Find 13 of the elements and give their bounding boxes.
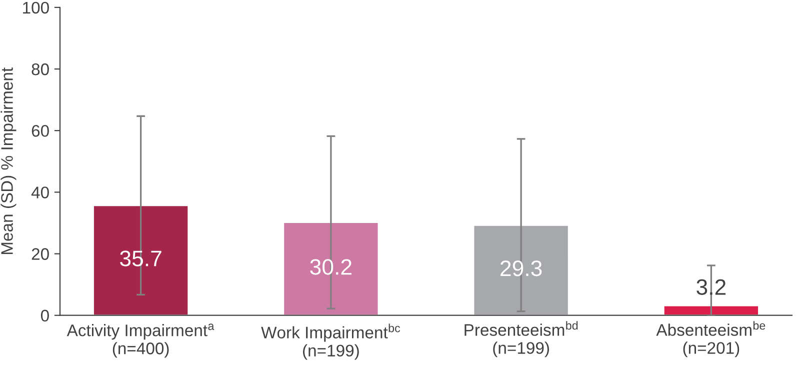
y-tick-label: 80	[32, 63, 49, 76]
y-tick-label: 0	[40, 310, 49, 322]
y-tick-label: 40	[31, 186, 49, 198]
category-label: Absenteeism$^{be}$ (n=201)	[656, 321, 766, 358]
category-label: Presenteeism$^{bd}$ (n=199)	[464, 321, 578, 358]
data-label: 35.7	[120, 250, 162, 266]
y-tick-label: 100	[23, 2, 49, 14]
category-label: Work Impairment$^{bc}$ (n=199)	[261, 324, 400, 360]
y-tick-label: 60	[32, 124, 49, 137]
category-label: Activity Impairment$^{a}$ (n=400)	[66, 324, 214, 358]
y-axis-title: Mean (SD) % Impairment	[0, 67, 16, 254]
data-label: 29.3	[500, 260, 542, 276]
y-tick-label: 20	[32, 248, 49, 260]
